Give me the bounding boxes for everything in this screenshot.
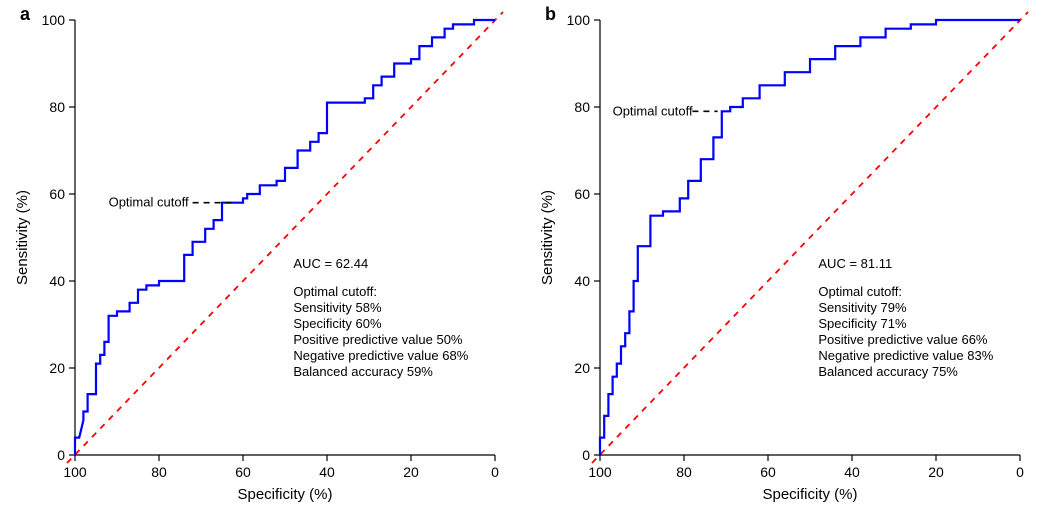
svg-text:Balanced accuracy 75%: Balanced accuracy 75% (818, 364, 958, 379)
svg-text:AUC = 62.44: AUC = 62.44 (293, 256, 368, 271)
svg-text:AUC = 81.11: AUC = 81.11 (818, 256, 892, 271)
svg-text:40: 40 (319, 464, 335, 480)
svg-text:0: 0 (57, 447, 65, 463)
svg-text:Optimal cutoff:: Optimal cutoff: (293, 284, 377, 299)
svg-text:20: 20 (574, 360, 590, 376)
svg-text:40: 40 (49, 273, 65, 289)
svg-text:Negative predictive value 83%: Negative predictive value 83% (818, 348, 993, 363)
svg-text:80: 80 (574, 99, 590, 115)
svg-text:100: 100 (588, 464, 612, 480)
svg-text:60: 60 (49, 186, 65, 202)
svg-text:Negative predictive value 68%: Negative predictive value 68% (293, 348, 468, 363)
figure-container: a 100 80 60 40 20 0 0 20 40 60 80 100 Specificity (%… (0, 0, 1050, 518)
roc-chart-a: 100 80 60 40 20 0 0 20 40 60 80 100 Specificity (%) S… (0, 0, 525, 518)
svg-text:0: 0 (582, 447, 590, 463)
roc-chart-b: 100 80 60 40 20 0 0 20 40 60 80 100 Specificity (%) S… (525, 0, 1050, 518)
svg-text:100: 100 (42, 12, 66, 28)
svg-text:40: 40 (574, 273, 590, 289)
svg-text:0: 0 (491, 464, 499, 480)
panel-label-a: a (20, 4, 30, 25)
svg-text:Sensitivity (%): Sensitivity (%) (539, 190, 556, 285)
svg-text:Optimal cutoff: Optimal cutoff (613, 103, 693, 118)
svg-text:100: 100 (567, 12, 591, 28)
svg-text:20: 20 (403, 464, 419, 480)
svg-text:Positive predictive value 50%: Positive predictive value 50% (293, 332, 463, 347)
svg-text:Sensitivity 58%: Sensitivity 58% (293, 300, 382, 315)
svg-text:Optimal cutoff: Optimal cutoff (109, 195, 189, 210)
svg-text:100: 100 (63, 464, 87, 480)
svg-text:20: 20 (49, 360, 65, 376)
panel-b: b 100 80 60 40 20 0 0 20 40 60 80 100 Specificity (%… (525, 0, 1050, 518)
svg-text:Specificity 71%: Specificity 71% (818, 316, 907, 331)
svg-text:Specificity (%): Specificity (%) (237, 486, 332, 503)
svg-text:80: 80 (676, 464, 692, 480)
svg-text:60: 60 (235, 464, 251, 480)
svg-text:Specificity 60%: Specificity 60% (293, 316, 382, 331)
svg-text:60: 60 (574, 186, 590, 202)
svg-text:Sensitivity 79%: Sensitivity 79% (818, 300, 907, 315)
svg-text:0: 0 (1016, 464, 1024, 480)
svg-text:60: 60 (760, 464, 776, 480)
svg-text:Balanced accuracy 59%: Balanced accuracy 59% (293, 364, 433, 379)
svg-text:20: 20 (928, 464, 944, 480)
svg-text:Optimal cutoff:: Optimal cutoff: (818, 284, 902, 299)
svg-text:80: 80 (49, 99, 65, 115)
panel-a: a 100 80 60 40 20 0 0 20 40 60 80 100 Specificity (%… (0, 0, 525, 518)
svg-text:40: 40 (844, 464, 860, 480)
svg-text:80: 80 (151, 464, 167, 480)
svg-text:Sensitivity (%): Sensitivity (%) (14, 190, 31, 285)
svg-text:Positive predictive value 66%: Positive predictive value 66% (818, 332, 988, 347)
plot-b: 100 80 60 40 20 0 0 20 40 60 80 100 Specificity (%) S… (539, 12, 1028, 503)
panel-label-b: b (545, 4, 556, 25)
plot-a: 100 80 60 40 20 0 0 20 40 60 80 100 Specificity (%) S… (14, 12, 503, 503)
svg-text:Specificity (%): Specificity (%) (762, 486, 857, 503)
